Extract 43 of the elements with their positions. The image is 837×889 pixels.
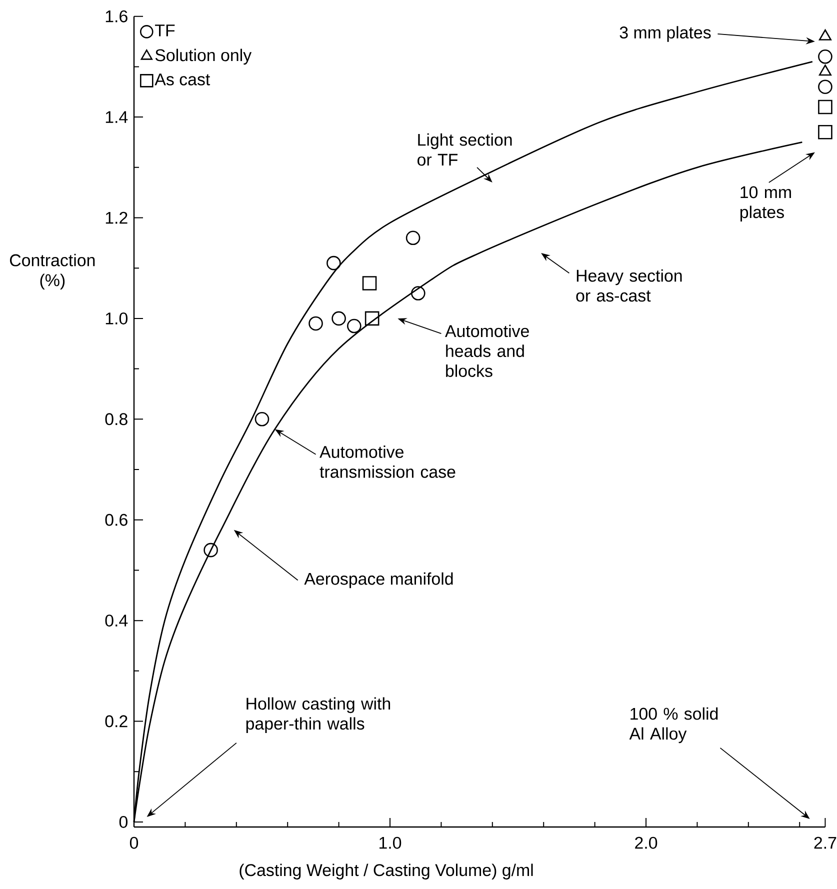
annotation: Light section or TF <box>418 133 512 166</box>
y-tick-label: 1.6 <box>106 10 128 22</box>
annotation: 3 mm plates <box>620 26 711 42</box>
x-tick-label: 0 <box>130 836 138 849</box>
legend-label: Solution only <box>155 48 252 65</box>
x-tick-label: 1.0 <box>380 836 402 849</box>
point <box>818 49 832 64</box>
annotation: Aerospace manifold <box>304 572 453 588</box>
y-tick-label: 1.0 <box>106 312 128 324</box>
y-tick-label: 0.8 <box>105 413 128 426</box>
annotation: Hollow casting with paper-thin walls <box>246 697 390 733</box>
annotation: 100 % solid Al Alloy <box>629 707 718 744</box>
y-tick-label: 1.4 <box>106 111 128 123</box>
x-tick-label: 2.0 <box>635 836 658 849</box>
point <box>347 318 362 334</box>
x-tick-label: 2.7 <box>814 836 836 849</box>
legend-label: TF <box>155 24 175 36</box>
y-tick-label: 0.6 <box>105 514 128 526</box>
point <box>818 125 832 140</box>
point <box>308 316 323 331</box>
point <box>362 276 377 290</box>
y-tick-label: 1.2 <box>106 212 128 224</box>
x-axis-title: (Casting Weight / Casting Volume) g/ml <box>240 864 533 880</box>
point <box>818 64 832 76</box>
y-tick-label: 0 <box>119 816 128 828</box>
point <box>818 80 832 94</box>
legend-label: As cast <box>154 74 210 86</box>
point <box>818 100 832 114</box>
point <box>364 311 380 326</box>
annotation: Automotive transmission case <box>320 446 456 478</box>
annotation: Heavy section or as-cast <box>576 269 682 302</box>
y-axis-title: Contraction (%) <box>10 254 95 290</box>
y-tick-label: 0.4 <box>105 614 128 627</box>
point <box>204 542 218 558</box>
point <box>818 29 832 40</box>
point <box>326 256 341 270</box>
annotation: Automotive heads and blocks <box>444 324 529 377</box>
y-tick-label: 0.2 <box>105 715 128 728</box>
point <box>254 412 270 426</box>
point <box>411 286 426 300</box>
point <box>332 311 346 326</box>
point <box>406 230 420 246</box>
annotation: 10 mm plates <box>740 186 791 222</box>
